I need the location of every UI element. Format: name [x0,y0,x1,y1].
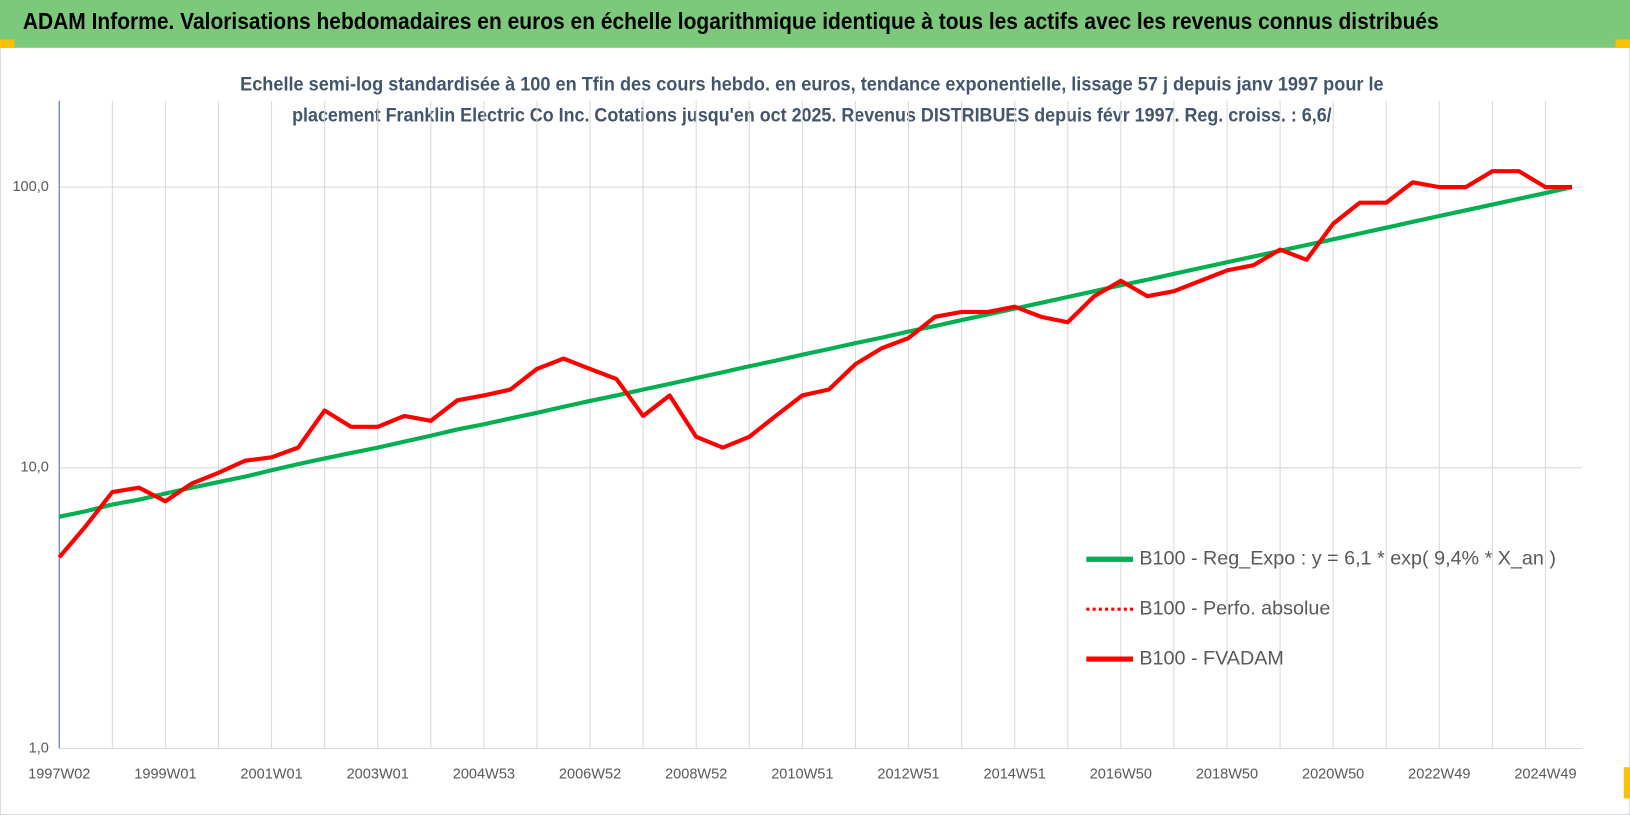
x-tick-label: 1999W01 [134,766,196,782]
chart-subtitle: Echelle semi-log standardisée à 100 en T… [240,73,1384,95]
x-tick-label: 2024W49 [1514,766,1576,782]
corner-mark [0,39,15,48]
x-tick-label: 2022W49 [1408,766,1470,782]
legend-label: B100 - Perfo. absolue [1139,597,1330,619]
x-tick-label: 2004W53 [453,766,515,782]
legend-label: B100 - FVADAM [1139,647,1284,669]
y-tick-label: 100,0 [12,179,48,195]
chart-subtitle: placement Franklin Electric Co Inc. Cota… [292,105,1332,127]
banner-bg [0,0,1630,48]
y-tick-label: 10,0 [21,460,49,476]
x-tick-label: 2020W50 [1302,766,1364,782]
x-tick-label: 2010W51 [771,766,833,782]
x-tick-label: 2003W01 [347,766,409,782]
x-tick-label: 2008W52 [665,766,727,782]
x-tick-label: 2016W50 [1090,766,1152,782]
x-tick-label: 2006W52 [559,766,621,782]
x-tick-label: 2012W51 [877,766,939,782]
series-line [58,169,1572,559]
x-tick-label: 2018W50 [1196,766,1258,782]
banner-title: ADAM Informe. Valorisations hebdomadaire… [23,8,1439,34]
x-tick-label: 2014W51 [984,766,1046,782]
y-tick-label: 1,0 [29,740,49,756]
plot-area: 1,0 10,0 100,0 1997W02 1999W01 2001W01 2003W01… [12,100,1583,782]
legend-label: B100 - Reg_Expo : y = 6,1 * exp( 9,4% * … [1139,547,1556,569]
corner-mark [1623,767,1630,799]
x-tick-label: 2001W01 [240,766,302,782]
x-tick-label: 1997W02 [28,766,90,782]
corner-mark [1615,39,1630,48]
